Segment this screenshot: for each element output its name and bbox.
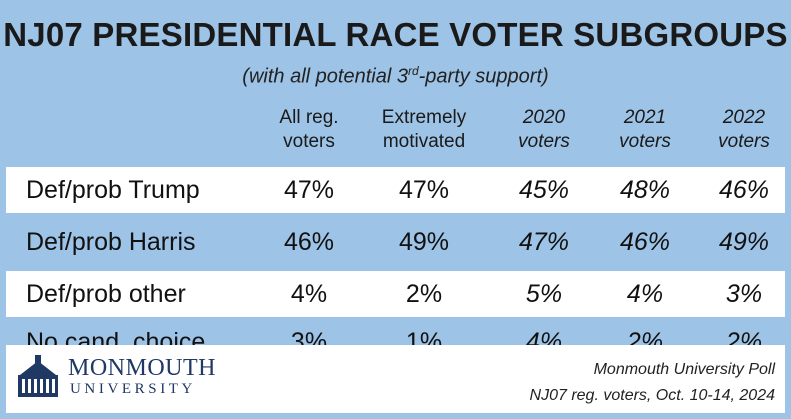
table-cell: 47% (398, 176, 450, 204)
column-header: Extremely motivated (369, 106, 479, 154)
column-header: 2022 voters (689, 106, 791, 154)
column-header-line2: voters (619, 131, 671, 152)
column-header-line2: voters (518, 131, 570, 152)
column-header-line1: 2020 (522, 107, 566, 128)
subtitle-prefix: (with all potential 3 (242, 65, 408, 88)
monmouth-logo: MONMOUTH UNIVERSITY (16, 353, 246, 401)
column-header: 2020 voters (489, 106, 599, 154)
table-cell: 49% (718, 228, 770, 256)
table-row: Def/prob other 4% 2% 5% 4% 3% (6, 271, 785, 317)
table-cell: 4% (626, 280, 664, 308)
row-label: Def/prob Harris (26, 228, 196, 256)
subtitle-superscript: rd (407, 64, 419, 78)
footer: MONMOUTH UNIVERSITY Monmouth University … (6, 345, 785, 413)
building-icon (18, 355, 58, 397)
column-header: 2021 voters (590, 106, 700, 154)
table-cell: 45% (518, 176, 570, 204)
column-header: All reg. voters (254, 106, 364, 154)
table-cell: 5% (525, 280, 563, 308)
table-cell: 48% (619, 176, 671, 204)
table-cell: 47% (518, 228, 570, 256)
column-header-line1: 2021 (623, 107, 667, 128)
table-cell: 47% (283, 176, 335, 204)
logo-line2: UNIVERSITY (70, 381, 196, 397)
column-header-line1: Extremely (381, 107, 467, 128)
table-cell: 46% (619, 228, 671, 256)
table-cell: 49% (398, 228, 450, 256)
row-label: Def/prob Trump (26, 176, 200, 204)
table-cell: 2% (405, 280, 443, 308)
table-cell: 4% (290, 280, 328, 308)
table-cell: 46% (718, 176, 770, 204)
table-row: Def/prob Harris 46% 49% 47% 46% 49% (6, 219, 785, 265)
column-header-line1: 2022 (722, 107, 766, 128)
logo-line1: MONMOUTH (68, 355, 216, 381)
table-cell: 46% (283, 228, 335, 256)
row-label: Def/prob other (26, 280, 186, 308)
subtitle-suffix: -party support) (418, 65, 549, 88)
source-line1: Monmouth University Poll (593, 361, 775, 378)
table-title: NJ07 PRESIDENTIAL RACE VOTER SUBGROUPS (3, 16, 788, 53)
table-subtitle: (with all potential 3rd-party support) (0, 64, 791, 89)
table-row: Def/prob Trump 47% 47% 45% 48% 46% (6, 167, 785, 213)
table-cell: 3% (725, 280, 763, 308)
column-header-line2: voters (718, 131, 770, 152)
column-header-line2: motivated (382, 131, 466, 152)
column-header-line2: voters (283, 131, 335, 152)
column-header-line1: All reg. (279, 107, 339, 128)
source-line2: NJ07 reg. voters, Oct. 10-14, 2024 (529, 387, 775, 404)
